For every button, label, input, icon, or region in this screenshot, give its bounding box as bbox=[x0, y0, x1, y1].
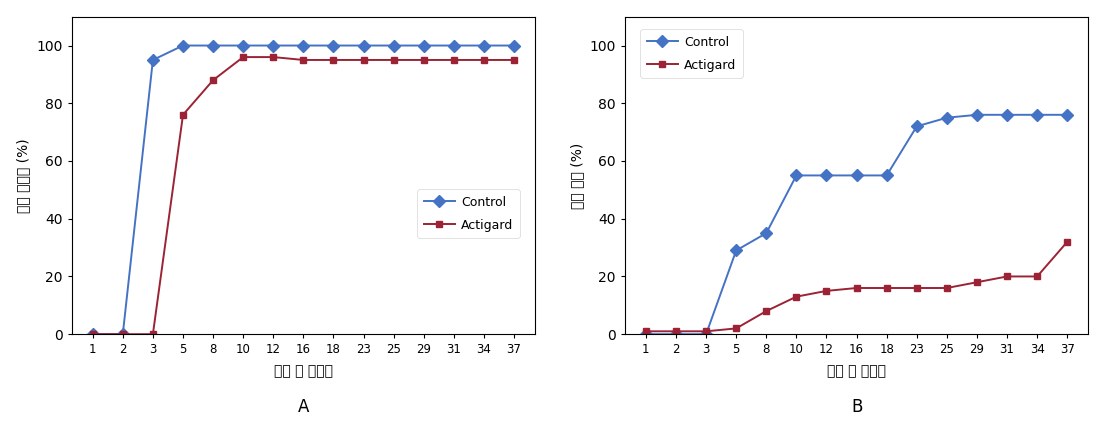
Control bbox=[507, 43, 520, 48]
Actigard bbox=[177, 112, 190, 117]
Text: B: B bbox=[851, 398, 862, 416]
Actigard bbox=[146, 331, 159, 337]
Line: Control: Control bbox=[642, 111, 1072, 338]
Legend: Control, Actigard: Control, Actigard bbox=[640, 29, 743, 78]
Control bbox=[146, 58, 159, 63]
Actigard bbox=[1061, 239, 1074, 245]
Control bbox=[1031, 112, 1044, 117]
Control bbox=[699, 331, 713, 337]
Actigard bbox=[670, 329, 683, 334]
Actigard bbox=[266, 54, 280, 60]
Control bbox=[759, 231, 772, 236]
Actigard bbox=[86, 331, 99, 337]
Control bbox=[177, 43, 190, 48]
Control bbox=[940, 115, 954, 120]
Actigard bbox=[387, 58, 400, 63]
Actigard bbox=[357, 58, 370, 63]
Y-axis label: 죽은 개체 (%): 죽은 개체 (%) bbox=[570, 142, 583, 208]
Control bbox=[790, 173, 803, 178]
Actigard bbox=[116, 331, 129, 337]
Control bbox=[477, 43, 491, 48]
Actigard bbox=[699, 329, 713, 334]
Line: Control: Control bbox=[88, 41, 518, 338]
Control bbox=[670, 331, 683, 337]
Actigard bbox=[911, 286, 924, 291]
Actigard bbox=[880, 286, 893, 291]
Actigard bbox=[507, 58, 520, 63]
Actigard bbox=[327, 58, 340, 63]
X-axis label: 접종 후 경과일: 접종 후 경과일 bbox=[274, 364, 333, 378]
Control bbox=[850, 173, 863, 178]
Control bbox=[448, 43, 461, 48]
Actigard bbox=[820, 288, 833, 293]
Text: A: A bbox=[297, 398, 309, 416]
Control bbox=[387, 43, 400, 48]
Control bbox=[207, 43, 220, 48]
Actigard bbox=[850, 286, 863, 291]
Actigard bbox=[759, 309, 772, 314]
Line: Actigard: Actigard bbox=[90, 54, 517, 337]
Control bbox=[116, 331, 129, 337]
Control bbox=[236, 43, 250, 48]
Control bbox=[1061, 112, 1074, 117]
Actigard bbox=[477, 58, 491, 63]
Line: Actigard: Actigard bbox=[642, 238, 1071, 335]
Control bbox=[911, 124, 924, 129]
Control bbox=[820, 173, 833, 178]
Actigard bbox=[207, 78, 220, 83]
Control bbox=[970, 112, 983, 117]
Actigard bbox=[1031, 274, 1044, 279]
Actigard bbox=[640, 329, 653, 334]
Actigard bbox=[940, 286, 954, 291]
Control bbox=[729, 248, 743, 253]
Control bbox=[640, 331, 653, 337]
X-axis label: 접종 후 경과일: 접종 후 경과일 bbox=[827, 364, 886, 378]
Actigard bbox=[236, 54, 250, 60]
Control bbox=[418, 43, 431, 48]
Control bbox=[327, 43, 340, 48]
Actigard bbox=[729, 326, 743, 331]
Actigard bbox=[297, 58, 311, 63]
Actigard bbox=[448, 58, 461, 63]
Y-axis label: 뱃든 개체수 (%): 뱃든 개체수 (%) bbox=[17, 138, 31, 213]
Actigard bbox=[970, 279, 983, 285]
Control bbox=[357, 43, 370, 48]
Actigard bbox=[418, 58, 431, 63]
Control bbox=[86, 331, 99, 337]
Actigard bbox=[790, 294, 803, 299]
Control bbox=[1000, 112, 1013, 117]
Legend: Control, Actigard: Control, Actigard bbox=[418, 189, 519, 238]
Control bbox=[266, 43, 280, 48]
Actigard bbox=[1000, 274, 1013, 279]
Control bbox=[880, 173, 893, 178]
Control bbox=[297, 43, 311, 48]
